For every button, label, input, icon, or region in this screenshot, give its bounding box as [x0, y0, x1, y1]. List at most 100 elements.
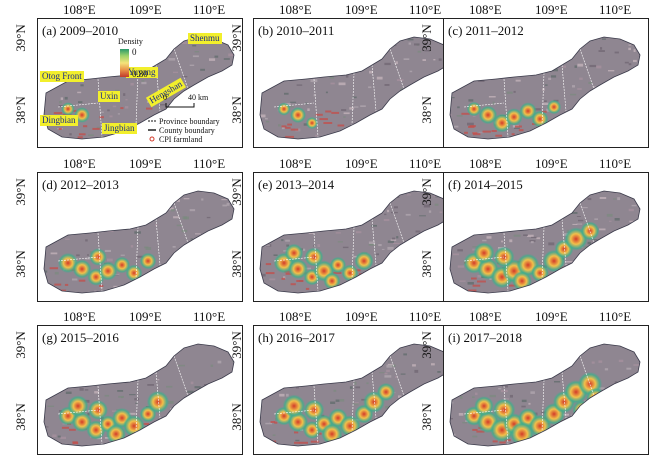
- panel-label: (i) 2017–2018: [448, 330, 523, 345]
- county-boundary: [313, 385, 319, 445]
- longitude-tick-label: 110°E: [193, 2, 226, 17]
- scale-bar: [165, 103, 195, 108]
- density-hotspot: [288, 259, 308, 279]
- county-boundary: [313, 232, 319, 292]
- map-canvas: [449, 343, 641, 447]
- latitude-tick-label: 38°N: [12, 96, 28, 124]
- density-hotspot: [376, 382, 396, 402]
- density-colorbar: [120, 49, 129, 77]
- county-boundary: [389, 202, 405, 244]
- county-boundary: [97, 78, 103, 138]
- county-boundary: [273, 102, 315, 108]
- density-hotspot: [478, 105, 498, 125]
- scale-bar-end: 40 km: [188, 93, 209, 102]
- latitude-tick-label: 39°N: [12, 24, 28, 52]
- latitude-tick-label: 38°N: [228, 250, 244, 278]
- map-frame: (h) 2016–2017: [253, 325, 459, 455]
- county-boundary: [561, 218, 567, 266]
- density-hotspot: [89, 248, 107, 266]
- map-panel: 108°E 109°E 110°E 39°N 38°N (a) 2009–2010 Shen…: [13, 2, 243, 148]
- county-boundary: [579, 48, 595, 90]
- longitude-tick-label: 108°E: [63, 309, 96, 324]
- county-label: Shenmu: [188, 33, 222, 44]
- density-hotspot: [341, 264, 359, 282]
- longitude-tick-label: 109°E: [345, 2, 378, 17]
- latitude-tick-label: 38°N: [12, 403, 28, 431]
- county-boundary: [155, 218, 161, 266]
- map-frame: (g) 2015–2016: [37, 325, 243, 455]
- map-canvas: [259, 190, 451, 294]
- county-boundary: [579, 355, 595, 397]
- county-boundary: [57, 409, 99, 415]
- longitude-tick-label: 108°E: [279, 156, 312, 171]
- panel-label: (e) 2013–2014: [258, 177, 335, 192]
- density-hotspot: [284, 243, 304, 263]
- density-hotspot: [531, 110, 549, 128]
- longitude-tick-label: 110°E: [193, 309, 226, 324]
- map-frame: (d) 2012–2013: [37, 172, 243, 302]
- density-hotspot: [72, 259, 92, 279]
- county-boundary: [503, 232, 509, 292]
- county-boundary: [135, 226, 139, 280]
- map-panel: 108°E 109°E 110°E 39°N 38°N (i) 2017–2018: [419, 309, 649, 455]
- county-boundary: [561, 64, 567, 112]
- county-boundary: [463, 256, 505, 262]
- county-boundary: [463, 102, 505, 108]
- longitude-tick-label: 108°E: [469, 156, 502, 171]
- county-boundary: [389, 48, 405, 90]
- longitude-tick-label: 109°E: [345, 309, 378, 324]
- map-frame: (f) 2014–2015: [443, 172, 649, 302]
- county-boundary: [541, 72, 545, 126]
- county-boundary: [371, 64, 377, 112]
- county-boundary: [313, 78, 319, 138]
- county-boundary: [57, 102, 99, 108]
- county-boundary: [135, 72, 139, 126]
- latitude-tick-label: 38°N: [228, 403, 244, 431]
- density-hotspot: [67, 395, 89, 417]
- county-boundary: [173, 48, 189, 90]
- longitude-tick-label: 109°E: [535, 309, 568, 324]
- county-boundary: [173, 355, 189, 397]
- colorbar-max-label: 0: [132, 47, 137, 57]
- density-hotspot: [354, 251, 374, 271]
- latitude-tick-label: 38°N: [418, 403, 434, 431]
- county-label: Dingbian: [40, 115, 78, 126]
- longitude-tick-label: 108°E: [63, 156, 96, 171]
- map-frame: (a) 2009–2010 Shenmu Yuyang Otog Front Uxin H…: [37, 18, 243, 148]
- county-boundary: [389, 355, 405, 397]
- density-hotspot: [512, 271, 532, 291]
- latitude-tick-label: 39°N: [228, 331, 244, 359]
- longitude-tick-label: 110°E: [409, 309, 442, 324]
- density-hotspot: [473, 242, 495, 264]
- province-boundary: [43, 190, 235, 294]
- density-hotspot: [329, 256, 347, 274]
- map-canvas: [259, 343, 451, 447]
- longitude-tick-label: 108°E: [279, 309, 312, 324]
- map-frame: (c) 2011–2012: [443, 18, 649, 148]
- panel-label: (b) 2010–2011: [258, 23, 335, 38]
- longitude-tick-label: 108°E: [63, 2, 96, 17]
- longitude-tick-label: 108°E: [469, 2, 502, 17]
- legend-title: Density: [118, 37, 143, 46]
- density-hotspot: [492, 398, 516, 422]
- county-label: Uxin: [98, 91, 120, 102]
- map-panel: 108°E 109°E 110°E 39°N 38°N (b) 2010–2011: [229, 2, 459, 148]
- map-canvas: [259, 36, 451, 140]
- longitude-tick-label: 109°E: [535, 156, 568, 171]
- scale-bar-start: 0: [163, 93, 167, 102]
- panel-label: (c) 2011–2012: [448, 23, 524, 38]
- county-boundary: [503, 385, 509, 445]
- county-boundary: [273, 409, 315, 415]
- cpi-farmland-symbol: [149, 136, 155, 142]
- latitude-tick-label: 38°N: [228, 96, 244, 124]
- county-boundary: [173, 202, 189, 244]
- density-hotspot: [546, 99, 562, 115]
- map-canvas: [43, 190, 235, 294]
- longitude-tick-label: 109°E: [129, 156, 162, 171]
- density-hotspot: [113, 256, 131, 274]
- province-boundary: [449, 190, 641, 294]
- longitude-tick-label: 110°E: [599, 2, 632, 17]
- longitude-tick-label: 110°E: [599, 156, 632, 171]
- map-panel: 108°E 109°E 110°E 39°N 38°N (h) 2016–2017: [229, 309, 459, 455]
- map-panel: 108°E 109°E 110°E 39°N 38°N (c) 2011–2012: [419, 2, 649, 148]
